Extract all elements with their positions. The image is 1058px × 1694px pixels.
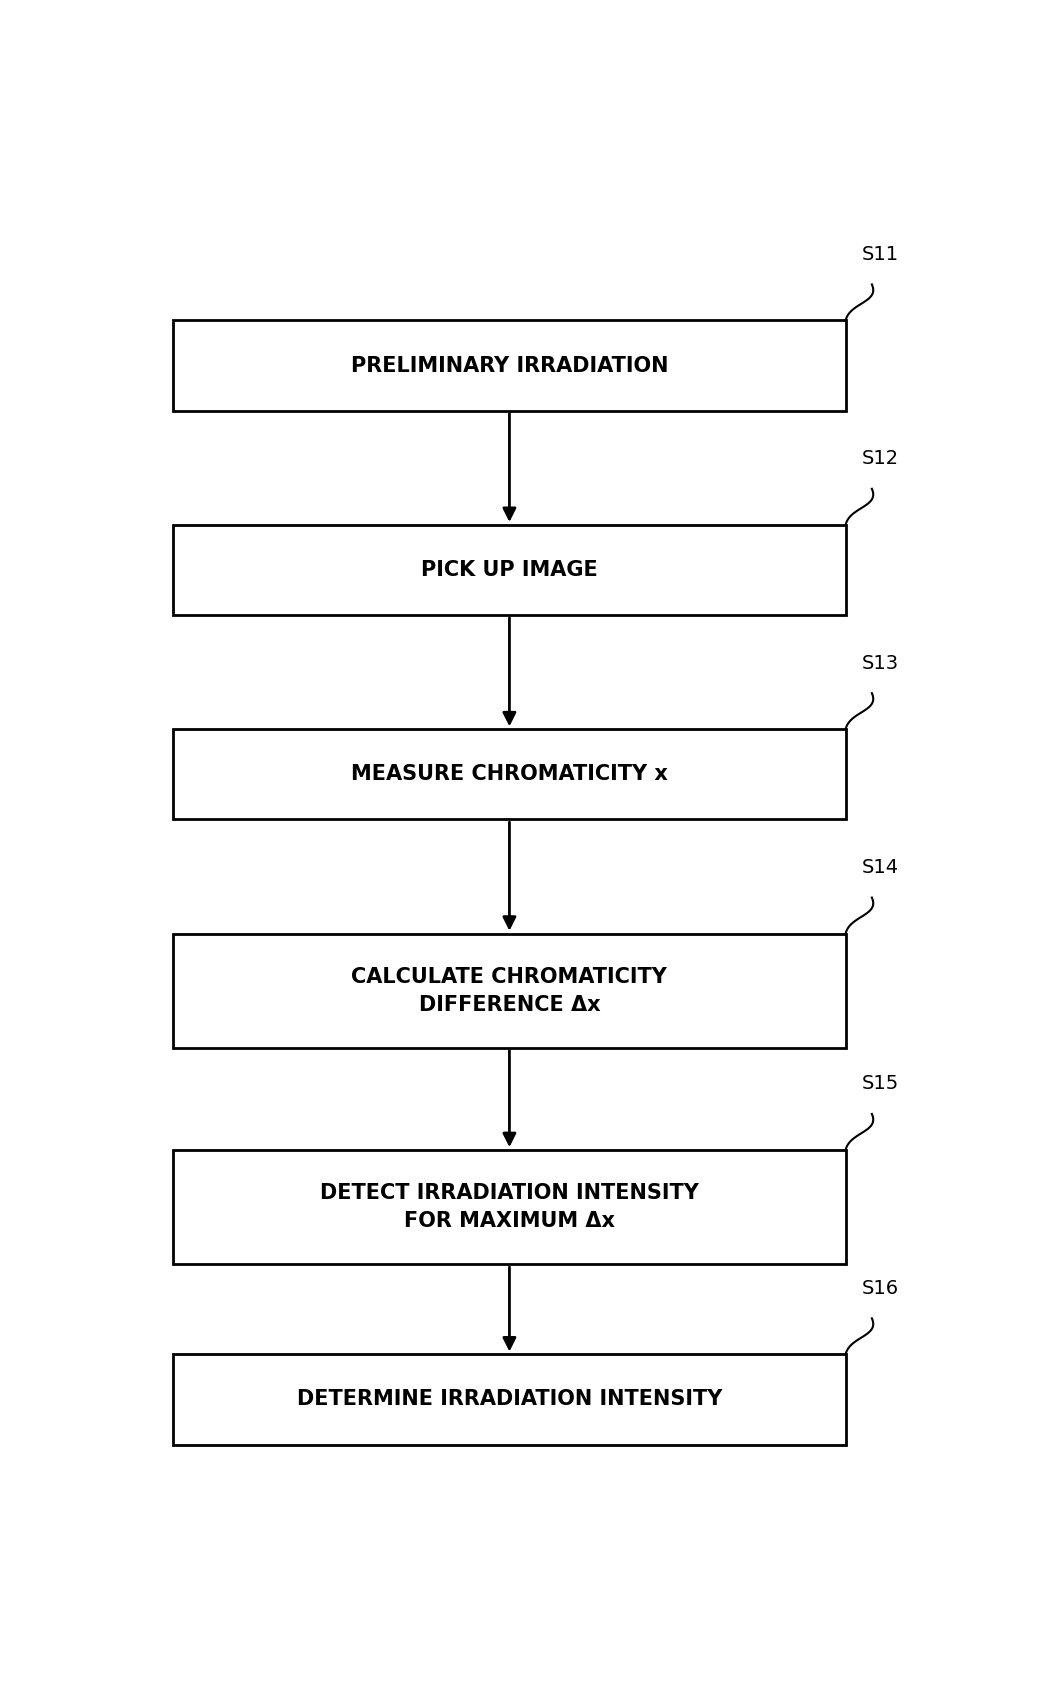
Bar: [174, 933, 845, 1049]
Text: MEASURE CHROMATICITY x: MEASURE CHROMATICITY x: [351, 764, 668, 784]
Text: S13: S13: [862, 654, 899, 673]
Text: PICK UP IMAGE: PICK UP IMAGE: [421, 561, 598, 579]
Text: DETECT IRRADIATION INTENSITY
FOR MAXIMUM Δx: DETECT IRRADIATION INTENSITY FOR MAXIMUM…: [320, 1182, 699, 1232]
Bar: [174, 728, 845, 820]
Text: DETERMINE IRRADIATION INTENSITY: DETERMINE IRRADIATION INTENSITY: [296, 1389, 723, 1409]
Text: S15: S15: [862, 1074, 899, 1093]
Bar: [174, 320, 845, 410]
Bar: [174, 1355, 845, 1445]
Text: S11: S11: [862, 246, 899, 264]
Text: PRELIMINARY IRRADIATION: PRELIMINARY IRRADIATION: [350, 356, 669, 376]
Bar: [174, 525, 845, 615]
Text: CALCULATE CHROMATICITY
DIFFERENCE Δx: CALCULATE CHROMATICITY DIFFERENCE Δx: [351, 967, 668, 1015]
Text: S14: S14: [862, 857, 899, 877]
Text: S16: S16: [862, 1279, 899, 1298]
Text: S12: S12: [862, 449, 899, 468]
Bar: [174, 1150, 845, 1264]
